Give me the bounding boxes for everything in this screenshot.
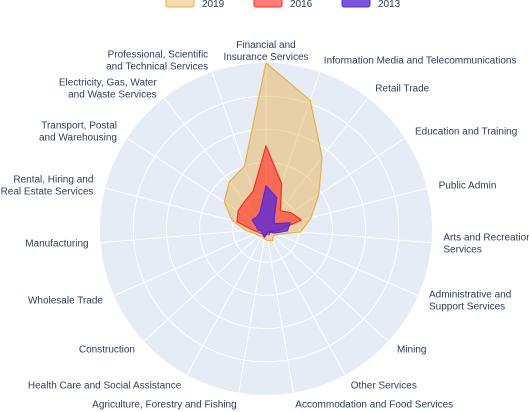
axis-label-financial-and-insurance-services: Financial and Insurance Services — [223, 40, 308, 63]
legend[interactable]: 2019 2016 2013 — [165, 0, 401, 10]
axis-label-administrative-and-support-services: Administrative and Support Services — [429, 290, 511, 313]
angular-gridline-13 — [143, 228, 267, 342]
legend-swatch-2016 — [253, 0, 283, 8]
axis-label-public-admin: Public Admin — [439, 180, 497, 191]
axis-label-wholesale-trade: Wholesale Trade — [28, 296, 103, 307]
legend-label-2013: 2013 — [378, 0, 401, 10]
axis-label-electricity-gas-water-and-waste-services: Electricity, Gas, Water and Waste Service… — [59, 78, 157, 101]
axis-label-arts-and-recreation-services: Arts and Recreation Services — [443, 233, 529, 256]
axis-label-construction: Construction — [79, 345, 135, 356]
legend-item-2019[interactable]: 2019 — [165, 0, 225, 10]
legend-item-2016[interactable]: 2016 — [253, 0, 313, 10]
angular-gridline-11 — [238, 228, 267, 393]
axis-label-retail-trade: Retail Trade — [375, 84, 429, 95]
axis-label-health-care-and-social-assistance: Health Care and Social Assistance — [28, 381, 182, 392]
series-layer — [223, 62, 323, 242]
legend-item-2013[interactable]: 2013 — [341, 0, 401, 10]
axis-label-agriculture-forestry-and-fishing: Agriculture, Forestry and Fishing — [92, 400, 237, 411]
axis-label-manufacturing: Manufacturing — [25, 239, 88, 250]
angular-gridline-14 — [113, 228, 267, 297]
axis-label-other-services: Other Services — [351, 381, 417, 392]
axis-label-accommodation-and-food-services: Accommodation and Food Services — [295, 400, 453, 411]
axis-label-education-and-training: Education and Training — [415, 127, 517, 138]
angular-gridline-6 — [265, 228, 432, 244]
legend-swatch-2019 — [165, 0, 195, 8]
angular-gridline-10 — [265, 228, 294, 393]
angular-gridline-15 — [100, 228, 267, 244]
axis-label-rental-hiring-and-real-estate-services: Rental, Hiring and Real Estate Services — [1, 174, 94, 197]
angular-gridline-9 — [265, 228, 346, 376]
angular-axis-labels: Financial and Insurance Services Informati… — [1, 40, 529, 411]
angular-gridline-3 — [265, 97, 369, 230]
angular-gridline-12 — [186, 228, 267, 376]
series-2013-area — [251, 185, 291, 238]
axis-label-transport-postal-and-warehousing: Transport, Postal and Warehousing — [39, 121, 117, 144]
angular-gridline-7 — [265, 228, 419, 297]
axis-label-mining: Mining — [397, 345, 426, 356]
angular-gridline-8 — [265, 228, 389, 342]
legend-label-2016: 2016 — [290, 0, 313, 10]
axis-label-information-media-and-telecommunications: Information Media and Telecommunications — [324, 56, 517, 67]
legend-swatch-2013 — [341, 0, 371, 8]
legend-label-2019: 2019 — [202, 0, 225, 10]
axis-label-professional-scientific-and-technical-services: Professional, Scientific and Technical Se… — [106, 50, 208, 73]
